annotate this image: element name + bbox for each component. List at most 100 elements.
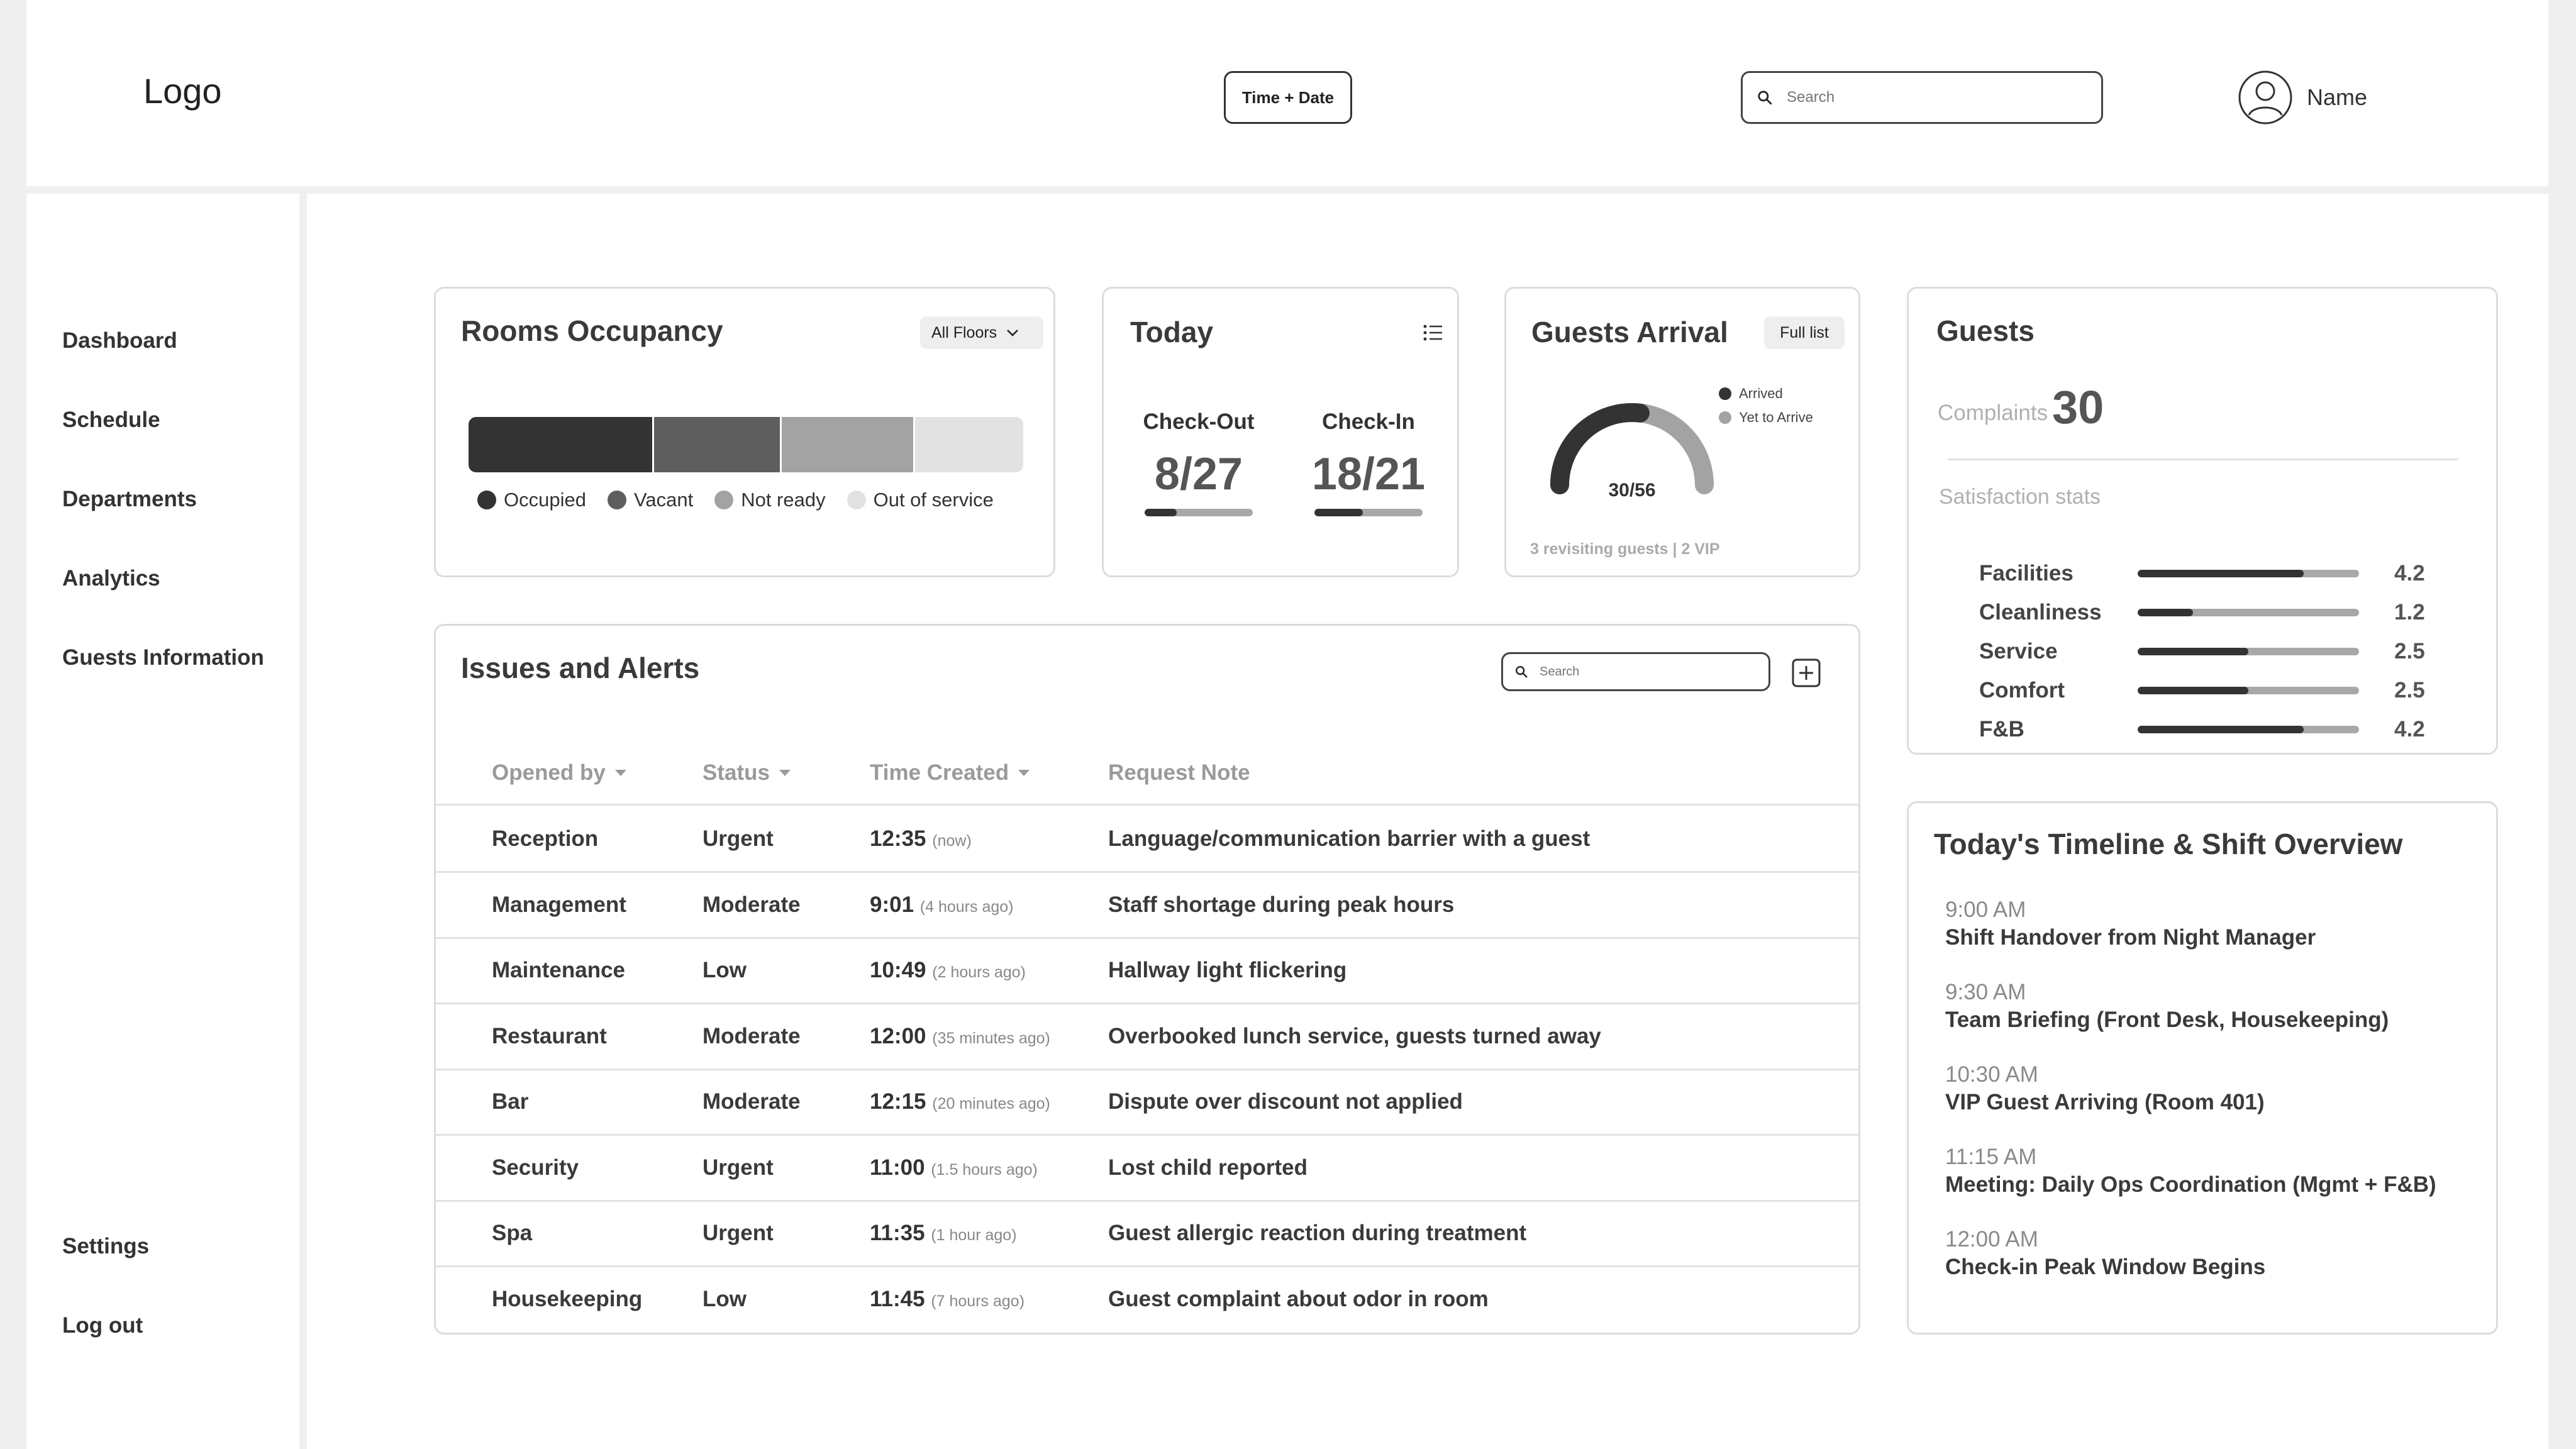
stat-name: Cleanliness: [1979, 600, 2102, 625]
stat-bar: [2138, 726, 2359, 733]
legend-arrived: Arrived: [1719, 386, 1813, 402]
legend-dot: [607, 491, 626, 509]
stat-value: 1.2: [2394, 600, 2425, 625]
legend-label: Occupied: [504, 489, 586, 511]
timeline-item: 9:00 AM Shift Handover from Night Manager: [1945, 897, 2316, 950]
cell-opened-by: Restaurant: [492, 1023, 607, 1048]
chevron-down-icon: [1007, 330, 1019, 336]
table-row[interactable]: Management Moderate 9:01 (4 hours ago) Staf…: [436, 874, 1858, 939]
checkout-progress: [1145, 509, 1253, 516]
column-time-created[interactable]: Time Created: [870, 760, 1030, 786]
timeline-item: 11:15 AM Meeting: Daily Ops Coordination …: [1945, 1145, 2436, 1197]
global-search-input[interactable]: [1787, 89, 2076, 106]
checkin-label: Check-In: [1322, 409, 1415, 434]
today-title: Today: [1130, 316, 1214, 348]
stat-bar-fill: [2138, 687, 2248, 694]
column-opened-by[interactable]: Opened by: [492, 760, 627, 786]
cell-opened-by: Management: [492, 892, 626, 917]
sidebar-item-guests-information[interactable]: Guests Information: [62, 645, 264, 670]
time-date-button[interactable]: Time + Date: [1224, 71, 1352, 124]
satisfaction-stat-row: Cleanliness 1.2: [1979, 597, 2457, 628]
guests-arrival-card: Guests Arrival Full list 30/56 Arrived Y…: [1504, 287, 1860, 577]
legend-dot: [1719, 411, 1731, 424]
legend-out-of-service: Out of service: [847, 489, 994, 511]
sidebar: Dashboard Schedule Departments Analytics…: [26, 194, 299, 1449]
search-icon: [1758, 91, 1772, 105]
issues-search[interactable]: [1501, 652, 1770, 691]
checkin-block: Check-In 18/21: [1299, 409, 1438, 516]
avatar-icon[interactable]: [2238, 70, 2293, 125]
table-row[interactable]: Bar Moderate 12:15 (20 minutes ago) Dispute…: [436, 1070, 1858, 1136]
checkout-value: 8/27: [1154, 449, 1243, 499]
sidebar-item-schedule[interactable]: Schedule: [62, 408, 160, 432]
table-row[interactable]: Housekeeping Low 11:45 (7 hours ago) Guest …: [436, 1268, 1858, 1333]
timeline-event: Team Briefing (Front Desk, Housekeeping): [1945, 1008, 2389, 1032]
cell-request-note: Guest allergic reaction during treatment: [1108, 1221, 1527, 1245]
time-value: 11:00: [870, 1155, 925, 1180]
stat-bar: [2138, 687, 2359, 694]
table-row[interactable]: Maintenance Low 10:49 (2 hours ago) Hallway…: [436, 939, 1858, 1004]
stat-bar: [2138, 570, 2359, 577]
gauge-value: 30/56: [1608, 480, 1655, 501]
arrival-legend: Arrived Yet to Arrive: [1719, 386, 1813, 433]
stat-bar: [2138, 609, 2359, 616]
satisfaction-stats-label: Satisfaction stats: [1939, 485, 2101, 509]
complaints-label: Complaints: [1938, 401, 2048, 425]
full-list-button[interactable]: Full list: [1764, 316, 1845, 349]
cell-request-note: Dispute over discount not applied: [1108, 1089, 1463, 1114]
guests-arrival-title: Guests Arrival: [1531, 316, 1728, 348]
legend-vacant: Vacant: [607, 489, 693, 511]
checkin-value: 18/21: [1311, 449, 1426, 499]
logo[interactable]: Logo: [143, 71, 222, 111]
revisiting-guests-note: 3 revisiting guests | 2 VIP: [1530, 540, 1720, 558]
table-row[interactable]: Security Urgent 11:00 (1.5 hours ago) Lost …: [436, 1136, 1858, 1202]
cell-time-created: 12:00 (35 minutes ago): [870, 1024, 1050, 1049]
cell-opened-by: Maintenance: [492, 958, 625, 982]
cell-status: Moderate: [702, 1023, 801, 1048]
timeline-time: 9:00 AM: [1945, 897, 2026, 922]
floor-filter-value: All Floors: [931, 323, 997, 341]
cell-status: Low: [702, 958, 747, 982]
legend-label: Not ready: [741, 489, 826, 511]
occupancy-bar: [469, 417, 1023, 472]
table-row[interactable]: Reception Urgent 12:35 (now) Language/commu…: [436, 808, 1858, 873]
global-search[interactable]: [1741, 71, 2103, 124]
sidebar-item-dashboard[interactable]: Dashboard: [62, 328, 177, 353]
sidebar-item-departments[interactable]: Departments: [62, 487, 197, 511]
cell-time-created: 11:45 (7 hours ago): [870, 1287, 1024, 1312]
issues-alerts-title: Issues and Alerts: [461, 652, 700, 684]
floor-filter-dropdown[interactable]: All Floors: [920, 316, 1043, 349]
stat-name: Service: [1979, 639, 2058, 663]
timeline-time: 11:15 AM: [1945, 1145, 2037, 1169]
sidebar-item-logout[interactable]: Log out: [62, 1313, 143, 1338]
cell-status: Moderate: [702, 1089, 801, 1114]
legend-label: Yet to Arrive: [1739, 409, 1813, 425]
stat-value: 2.5: [2394, 678, 2425, 702]
complaints-value: 30: [2052, 381, 2104, 433]
time-value: 10:49: [870, 958, 926, 982]
add-issue-icon[interactable]: [1792, 658, 1821, 687]
checkout-label: Check-Out: [1143, 409, 1255, 434]
time-ago: (35 minutes ago): [932, 1029, 1050, 1047]
checkout-block: Check-Out 8/27: [1130, 409, 1268, 516]
list-icon[interactable]: [1423, 324, 1443, 341]
table-row[interactable]: Spa Urgent 11:35 (1 hour ago) Guest allergi…: [436, 1202, 1858, 1267]
stat-bar-fill: [2138, 609, 2193, 616]
timeline-item: 9:30 AM Team Briefing (Front Desk, Housek…: [1945, 980, 2389, 1033]
user-name[interactable]: Name: [2307, 84, 2368, 110]
legend-dot: [714, 491, 734, 509]
sidebar-item-analytics[interactable]: Analytics: [62, 566, 160, 591]
cell-request-note: Staff shortage during peak hours: [1108, 892, 1455, 917]
stat-bar-fill: [2138, 726, 2304, 733]
column-status[interactable]: Status: [702, 760, 791, 786]
sidebar-item-settings[interactable]: Settings: [62, 1234, 150, 1258]
checkin-progress: [1314, 509, 1423, 516]
cell-status: Moderate: [702, 892, 801, 917]
table-row[interactable]: Restaurant Moderate 12:00 (35 minutes ago)…: [436, 1005, 1858, 1070]
issues-search-input[interactable]: [1540, 664, 1753, 679]
cell-time-created: 9:01 (4 hours ago): [870, 892, 1014, 918]
guests-card: Guests Complaints 30 Satisfaction stats …: [1907, 287, 2498, 755]
cell-request-note: Lost child reported: [1108, 1155, 1307, 1180]
stat-name: F&B: [1979, 717, 2024, 741]
stat-value: 4.2: [2394, 717, 2425, 741]
